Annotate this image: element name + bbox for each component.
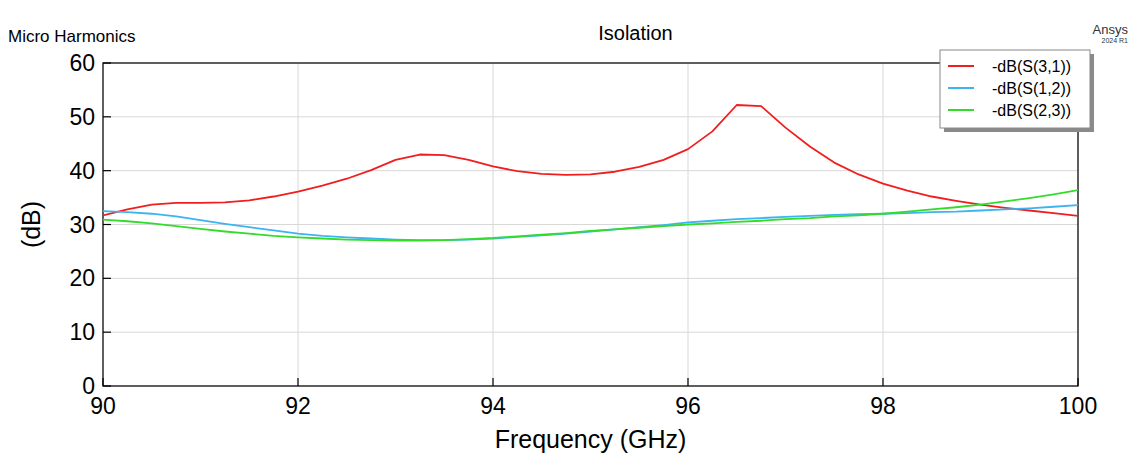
legend-swatch xyxy=(948,87,974,89)
y-tick-label: 30 xyxy=(69,212,95,238)
y-grid-line xyxy=(103,116,1078,117)
y-tick-label: 0 xyxy=(82,373,95,399)
y-tick xyxy=(103,170,111,171)
series-group xyxy=(103,105,1078,241)
annotation: Micro Harmonics xyxy=(8,27,136,46)
x-tick xyxy=(1077,378,1078,386)
legend-swatch xyxy=(948,65,974,67)
x-tick-label: 94 xyxy=(480,393,506,419)
x-axis-title: Frequency (GHz) xyxy=(495,425,687,453)
legend-label: -dB(S(3,1)) xyxy=(992,58,1071,75)
annotation: 2024 R1 xyxy=(1102,37,1129,44)
annotation: Ansys xyxy=(1093,22,1129,37)
y-axis-title: (dB) xyxy=(17,201,45,248)
x-tick-label: 96 xyxy=(675,393,701,419)
legend: -dB(S(3,1)) -dB(S(1,2)) -dB(S(2,3)) xyxy=(940,50,1094,132)
y-tick xyxy=(103,385,111,386)
y-tick-label: 60 xyxy=(69,50,95,76)
legend-box xyxy=(940,50,1090,128)
y-tick xyxy=(103,332,111,333)
y-tick xyxy=(103,278,111,279)
y-tick xyxy=(103,62,111,63)
x-tick xyxy=(297,378,298,386)
y-grid-line xyxy=(103,278,1078,279)
series-line xyxy=(103,105,1078,216)
y-tick xyxy=(103,116,111,117)
y-tick-label: 40 xyxy=(69,158,95,184)
x-tick xyxy=(687,378,688,386)
y-grid-line xyxy=(103,170,1078,171)
plot-frame xyxy=(103,63,1078,386)
x-tick-label: 98 xyxy=(870,393,896,419)
y-tick xyxy=(103,224,111,225)
y-grid-line xyxy=(103,224,1078,225)
y-grid-line xyxy=(103,332,1078,333)
y-tick-label: 20 xyxy=(69,265,95,291)
x-tick xyxy=(102,378,103,386)
x-tick-label: 92 xyxy=(285,393,311,419)
x-tick xyxy=(882,378,883,386)
chart: 90929496981000102030405060Frequency (GHz… xyxy=(0,0,1138,476)
x-tick xyxy=(492,378,493,386)
series-line xyxy=(103,190,1078,241)
legend-swatch xyxy=(948,109,974,111)
title: Isolation xyxy=(598,22,673,44)
legend-label: -dB(S(1,2)) xyxy=(992,80,1071,97)
series-line xyxy=(103,205,1078,240)
legend-label: -dB(S(2,3)) xyxy=(992,102,1071,119)
x-tick-label: 100 xyxy=(1059,393,1097,419)
y-tick-label: 10 xyxy=(69,319,95,345)
y-tick-label: 50 xyxy=(69,104,95,130)
